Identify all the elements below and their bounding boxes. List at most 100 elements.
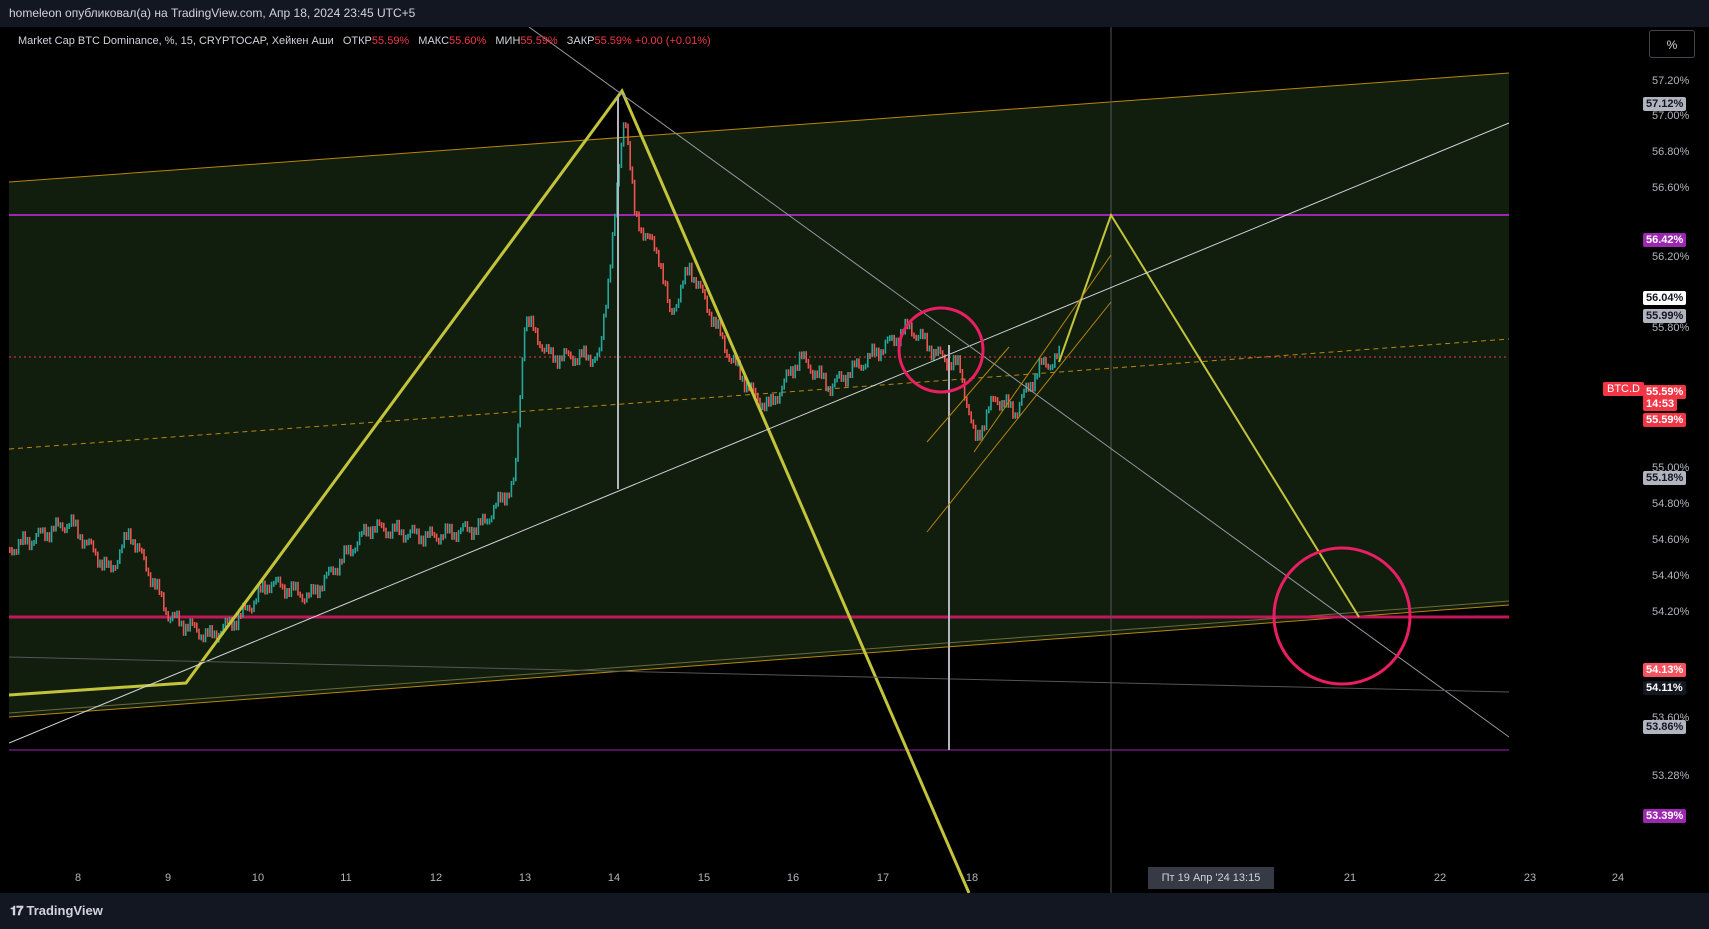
legend-high-label: МАКС bbox=[418, 35, 450, 47]
channel-upper-line bbox=[9, 72, 1510, 183]
candle bbox=[319, 585, 321, 599]
time-axis-label: 8 bbox=[74, 872, 82, 884]
candle bbox=[431, 526, 433, 536]
candle bbox=[979, 429, 981, 441]
tradingview-logo[interactable]: 𝟏𝟕 TradingView bbox=[10, 903, 103, 919]
candle bbox=[658, 249, 660, 267]
candle bbox=[1023, 388, 1025, 398]
candle bbox=[422, 535, 425, 547]
candle bbox=[598, 347, 601, 357]
candle bbox=[710, 311, 713, 327]
candle bbox=[61, 522, 64, 532]
price-axis-badge: 56.42% bbox=[1643, 233, 1687, 247]
candle bbox=[407, 533, 409, 540]
candle bbox=[875, 347, 878, 357]
candle bbox=[187, 623, 189, 632]
candle bbox=[666, 281, 669, 304]
candle bbox=[336, 567, 339, 576]
candle bbox=[776, 395, 779, 404]
candle bbox=[244, 602, 246, 611]
candle bbox=[893, 334, 895, 347]
crosshair-time: 19 Апр '24 13:15 bbox=[1177, 872, 1261, 884]
candle bbox=[713, 316, 715, 327]
candle bbox=[310, 583, 312, 598]
time-axis-label: 16 bbox=[786, 872, 800, 884]
candle bbox=[532, 315, 535, 332]
candle bbox=[182, 620, 185, 636]
price-axis-label: 54.80% bbox=[1652, 498, 1690, 510]
candle bbox=[83, 539, 86, 549]
candle bbox=[695, 277, 697, 289]
candle bbox=[629, 141, 631, 171]
candle bbox=[911, 322, 913, 337]
candle bbox=[156, 578, 158, 590]
flag-lower bbox=[926, 301, 1112, 533]
candle bbox=[1054, 353, 1056, 368]
candle bbox=[264, 580, 266, 595]
candle bbox=[339, 558, 341, 576]
candle bbox=[44, 527, 46, 542]
time-axis-label: 15 bbox=[697, 872, 711, 884]
candle bbox=[101, 559, 103, 571]
candle bbox=[860, 364, 862, 371]
candle bbox=[515, 457, 517, 482]
candle bbox=[77, 519, 79, 539]
candle bbox=[435, 533, 438, 542]
candle bbox=[561, 355, 563, 362]
candle bbox=[594, 356, 596, 363]
candle bbox=[985, 409, 988, 430]
candle bbox=[424, 531, 427, 547]
candle bbox=[229, 617, 231, 624]
candle bbox=[446, 523, 449, 534]
candle bbox=[677, 298, 680, 309]
crosshair-time-label: Пт 19 Апр '24 13:15 bbox=[1148, 867, 1274, 889]
candle bbox=[222, 623, 224, 635]
candle bbox=[728, 353, 730, 362]
candle bbox=[99, 559, 101, 568]
legend-high-value: 55.60% bbox=[449, 35, 487, 47]
candle bbox=[330, 566, 332, 573]
candle bbox=[24, 531, 26, 545]
candle bbox=[622, 122, 625, 147]
tradingview-logo-text: TradingView bbox=[26, 903, 103, 918]
candle bbox=[380, 522, 383, 529]
candle bbox=[145, 556, 147, 572]
candle bbox=[488, 518, 491, 525]
candle bbox=[1047, 363, 1049, 370]
candle bbox=[1043, 357, 1045, 365]
price-axis-badge: 55.59% bbox=[1643, 413, 1687, 427]
chart-area[interactable] bbox=[9, 27, 1709, 893]
candle bbox=[440, 534, 442, 545]
candle bbox=[1029, 381, 1032, 392]
candle bbox=[636, 210, 638, 217]
candle bbox=[1040, 357, 1043, 365]
candle bbox=[486, 518, 488, 525]
candle bbox=[856, 358, 858, 368]
candle bbox=[858, 358, 860, 369]
candle bbox=[779, 392, 781, 404]
candle bbox=[394, 523, 396, 532]
candle bbox=[477, 518, 480, 536]
candle bbox=[123, 532, 125, 549]
percent-scale-button[interactable]: % bbox=[1649, 30, 1695, 58]
candle bbox=[405, 534, 407, 543]
price-axis-badge: 56.04% bbox=[1643, 291, 1687, 305]
chart-svg[interactable] bbox=[9, 27, 1709, 893]
price-axis-badge: 55.99% bbox=[1643, 309, 1687, 323]
candle bbox=[688, 262, 691, 276]
time-axis-label: 18 bbox=[965, 872, 979, 884]
candle bbox=[647, 233, 649, 240]
candle bbox=[224, 617, 227, 628]
candle bbox=[147, 567, 150, 577]
candle bbox=[64, 527, 66, 534]
candle bbox=[669, 299, 671, 313]
candle bbox=[352, 549, 354, 557]
candle bbox=[226, 617, 229, 624]
candle bbox=[468, 526, 471, 533]
candle bbox=[13, 549, 15, 556]
candle bbox=[972, 419, 975, 429]
candle bbox=[510, 481, 513, 498]
candle bbox=[444, 523, 447, 539]
candle bbox=[913, 332, 915, 339]
legend-low-label: МИН bbox=[495, 35, 521, 47]
